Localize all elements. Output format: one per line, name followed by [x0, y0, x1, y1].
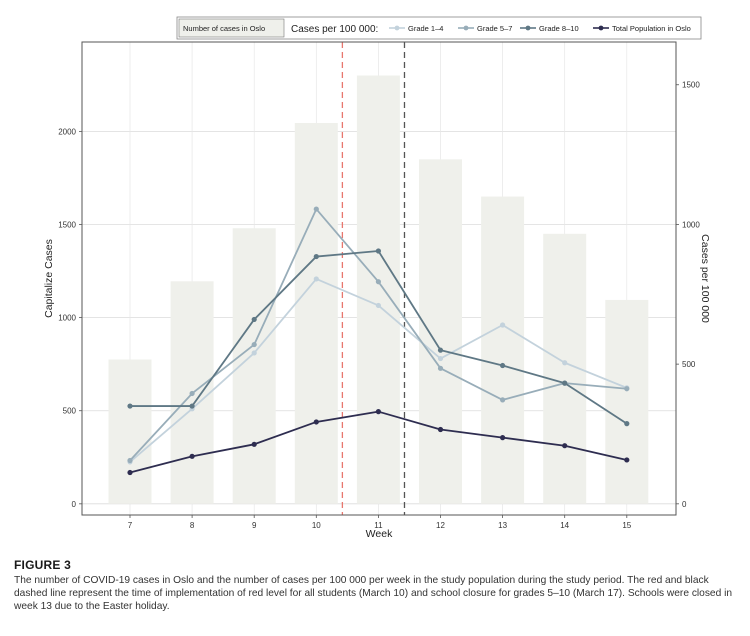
- y-left-tick-label: 500: [63, 407, 77, 416]
- x-tick-label: 13: [498, 521, 507, 530]
- data-point: [313, 253, 319, 260]
- y-left-tick-label: 0: [72, 500, 77, 509]
- y-right-axis-title: Cases per 100 000: [699, 234, 711, 323]
- data-point: [189, 403, 195, 409]
- legend-bar-swatch-box: [178, 18, 285, 38]
- data-point: [375, 279, 381, 285]
- data-point: [624, 421, 630, 427]
- legend-swatch-point: [394, 25, 400, 31]
- data-point: [437, 347, 444, 353]
- y-left-tick-label: 1500: [58, 220, 76, 229]
- legend-swatch-point: [525, 25, 531, 31]
- x-tick-label: 15: [622, 521, 631, 530]
- data-point: [562, 443, 568, 449]
- bar: [294, 123, 338, 504]
- legend-line-title: Cases per 100 000:: [291, 24, 378, 35]
- y-left-axis-title: Capitalize Cases: [43, 239, 55, 318]
- figure-caption-text: The number of COVID-19 cases in Oslo and…: [14, 575, 733, 612]
- data-point: [313, 276, 319, 282]
- figure-label: FIGURE 3: [14, 558, 71, 572]
- bar: [481, 196, 525, 504]
- x-tick-label: 11: [374, 521, 383, 530]
- y-right-tick-label: 1500: [682, 81, 700, 90]
- data-point: [500, 362, 506, 369]
- legend-swatch-point: [463, 25, 469, 31]
- figure-caption: FIGURE 3 The number of COVID-19 cases in…: [14, 558, 736, 613]
- legend-bar-title: Number of cases in Oslo: [183, 24, 265, 33]
- data-point: [375, 409, 381, 415]
- x-tick-label: 12: [436, 521, 445, 530]
- bar: [108, 359, 152, 504]
- data-point: [251, 441, 257, 447]
- plot-frame: [81, 41, 677, 516]
- data-point: [127, 469, 133, 476]
- y-right-tick-label: 0: [682, 500, 687, 509]
- data-point: [375, 248, 381, 254]
- data-point: [127, 403, 133, 409]
- legend-item-label: Total Population in Oslo: [612, 24, 691, 33]
- legend-item-label: Grade 5–7: [477, 24, 512, 33]
- data-point: [189, 453, 195, 459]
- data-point: [562, 380, 568, 386]
- data-point: [251, 341, 257, 348]
- legend-box: [176, 16, 702, 40]
- y-left-tick-label: 1000: [58, 314, 76, 323]
- data-point: [127, 457, 133, 464]
- legend-items: Grade 1–4 Grade 5–7 Grade 8–10 Total Popula…: [389, 24, 691, 33]
- axes: 0 500 1000 1500 2000 0 500 1000 1500 7 8 9 10 11 12 13 1…: [58, 81, 700, 530]
- data-point: [437, 355, 444, 362]
- data-point: [313, 206, 319, 212]
- bar: [356, 75, 400, 504]
- data-point: [189, 390, 195, 397]
- data-point: [624, 457, 630, 463]
- x-axis-title: Week: [366, 528, 393, 540]
- y-right-tick-label: 500: [682, 360, 696, 369]
- data-point: [500, 435, 506, 441]
- data-point: [251, 316, 257, 323]
- legend-item-label: Grade 1–4: [408, 24, 443, 33]
- legend-swatch-point: [598, 25, 604, 31]
- x-tick-label: 7: [128, 521, 133, 530]
- data-point: [500, 397, 506, 403]
- y-right-tick-label: 1000: [682, 220, 700, 229]
- event-lines: [341, 42, 406, 515]
- data-point: [437, 426, 444, 433]
- x-tick-label: 9: [252, 521, 257, 530]
- x-tick-label: 14: [560, 521, 569, 530]
- bar: [419, 159, 462, 504]
- data-point: [251, 350, 257, 356]
- legend-item-label: Grade 8–10: [539, 24, 579, 33]
- data-point: [500, 322, 506, 328]
- data-point: [624, 386, 630, 392]
- legend: Number of cases in Oslo Cases per 100 00…: [176, 16, 702, 40]
- chart: 0 500 1000 1500 2000 0 500 1000 1500 7 8 9 10 11 12 13 1…: [43, 16, 711, 540]
- data-point: [437, 365, 444, 371]
- series-lines: [127, 206, 630, 476]
- y-left-tick-label: 2000: [58, 127, 76, 136]
- bar: [605, 299, 649, 504]
- data-point: [375, 302, 381, 309]
- data-point: [313, 419, 319, 425]
- x-tick-label: 8: [190, 521, 195, 530]
- data-point: [562, 360, 568, 366]
- x-tick-label: 10: [312, 521, 321, 530]
- bars: [108, 75, 649, 504]
